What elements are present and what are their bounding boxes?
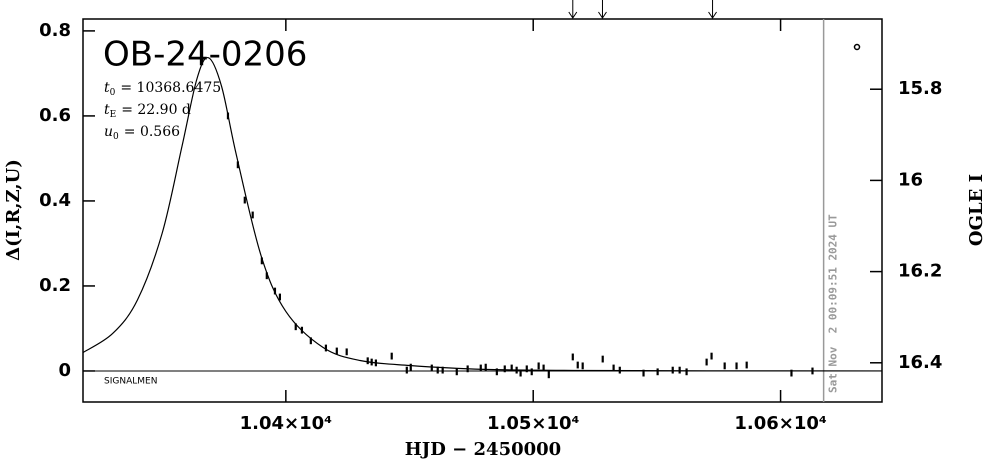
x-tick-label: 1.04×10⁴ [240,413,333,434]
y-axis-label: Δ(I,R,Z,U) [3,159,24,261]
y2-axis-label: OGLE I [966,174,986,246]
x-tick-label: 1.05×10⁴ [487,413,580,434]
plot-frame [82,18,883,403]
fit-parameter: tE = 22.90 d [104,102,191,120]
y2-tick-label: 16 [898,169,923,190]
y2-tick-label: 16.2 [898,261,942,282]
parameter-symbol: t [104,80,110,96]
y-tick-label: 0.6 [39,105,71,126]
credit: SIGNALMEN [104,377,157,387]
parameter-value: = 22.90 d [121,102,191,118]
parameter-subscript: 0 [113,132,119,142]
parameter-symbol: u [104,124,113,140]
parameter-value: = 10368.6475 [120,80,221,96]
alert-arrow [568,0,578,19]
y2-tick-label: 15.8 [898,78,942,99]
y-tick-label: 0.2 [39,275,71,296]
alert-arrow [598,0,607,19]
y-tick-label: 0.4 [39,190,71,211]
chart-title: OB-24-0206 [103,35,307,75]
parameter-symbol: t [104,102,110,118]
now-label: Sat Nov 2 00:09:51 2024 UT [827,214,840,393]
y-tick-label: 0 [58,360,71,381]
y-tick-label: 0.8 [39,20,71,41]
marker-symbol [853,43,861,51]
y2-tick-label: 16.4 [898,352,942,373]
fit-parameter: u0 = 0.566 [104,124,180,142]
parameter-value: = 0.566 [124,124,180,140]
parameter-subscript: 0 [110,88,116,98]
fit-parameter: t0 = 10368.6475 [104,80,221,98]
parameter-subscript: E [110,110,117,120]
x-tick-label: 1.06×10⁴ [734,413,827,434]
alert-arrow [708,0,717,19]
model-curve [83,57,882,372]
x-axis-label: HJD − 2450000 [405,439,561,459]
